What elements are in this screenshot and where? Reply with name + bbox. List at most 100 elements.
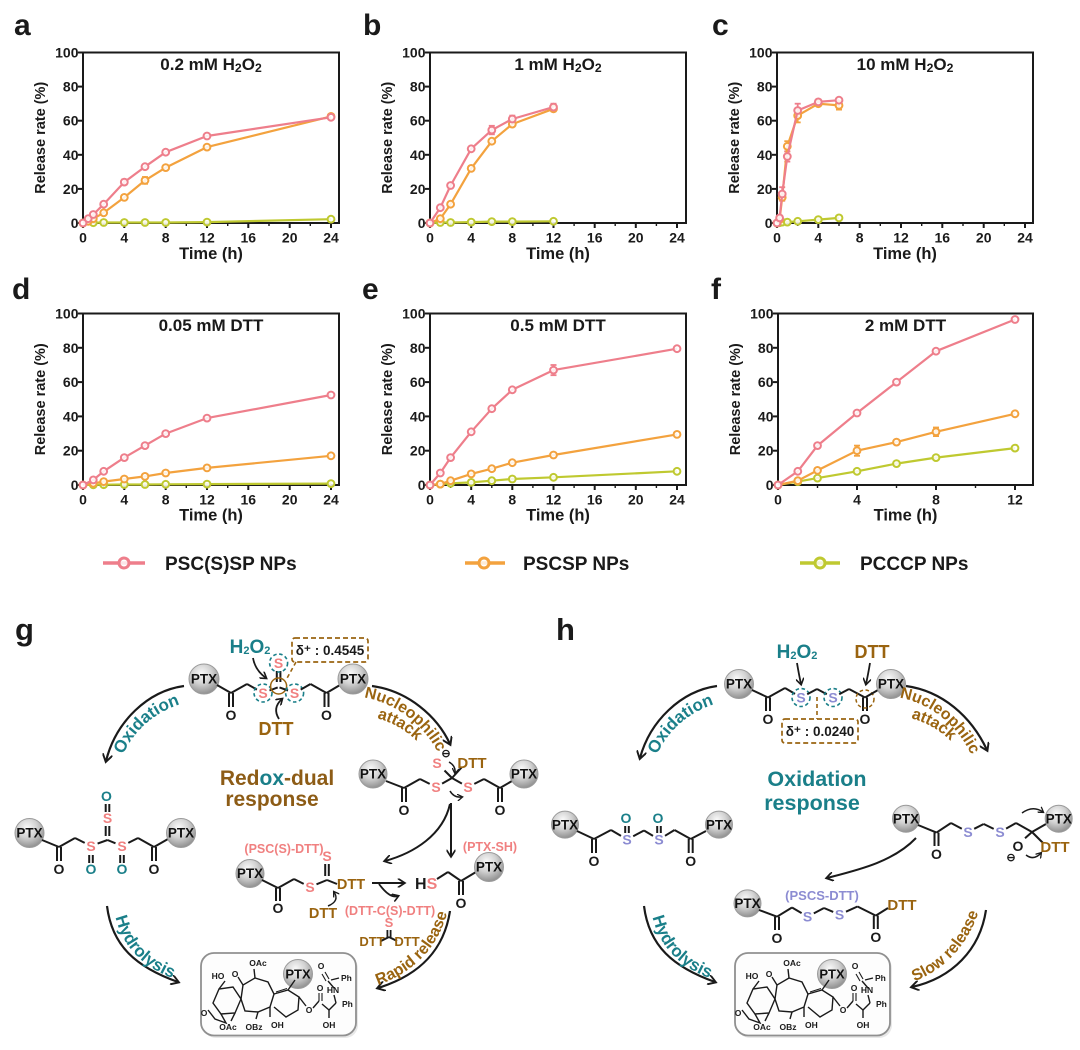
svg-text:DTT: DTT — [337, 877, 365, 893]
svg-text:S: S — [305, 879, 314, 895]
svg-text:40: 40 — [63, 147, 79, 163]
svg-text:O: O — [851, 983, 858, 993]
svg-text:OAc: OAc — [783, 958, 801, 968]
svg-text:S: S — [622, 832, 631, 848]
svg-text:O: O — [772, 930, 783, 946]
svg-text:O: O — [399, 802, 410, 818]
svg-text:OAc: OAc — [753, 1022, 771, 1032]
svg-text:PTX: PTX — [893, 811, 919, 826]
svg-text:O: O — [86, 861, 97, 877]
svg-text:24: 24 — [323, 230, 339, 246]
svg-text:PTX: PTX — [285, 967, 311, 982]
svg-text:8: 8 — [856, 230, 864, 246]
svg-text:OAc: OAc — [219, 1022, 237, 1032]
svg-text:DTT: DTT — [887, 897, 916, 914]
svg-text:16: 16 — [935, 230, 951, 246]
svg-text:O: O — [318, 961, 325, 971]
svg-text:f: f — [711, 273, 722, 306]
svg-text:12: 12 — [199, 230, 215, 246]
svg-text:S: S — [117, 838, 126, 854]
svg-text:0: 0 — [79, 492, 87, 508]
svg-text:24: 24 — [1017, 230, 1033, 246]
svg-text:20: 20 — [757, 181, 773, 197]
svg-text:0: 0 — [79, 230, 87, 246]
svg-text:12: 12 — [1007, 492, 1023, 508]
svg-text:Release rate (%): Release rate (%) — [380, 82, 396, 194]
svg-text:4: 4 — [467, 492, 475, 508]
svg-text:DTT: DTT — [1040, 839, 1069, 856]
svg-text:O: O — [149, 861, 160, 877]
svg-text:Time (h): Time (h) — [526, 507, 590, 525]
svg-text:OAc: OAc — [249, 958, 267, 968]
svg-text:(PSC(S)-DTT): (PSC(S)-DTT) — [244, 842, 323, 856]
svg-text:40: 40 — [63, 408, 79, 424]
svg-text:O: O — [621, 810, 632, 826]
svg-text:PTX: PTX — [476, 860, 502, 875]
svg-text:Ph: Ph — [342, 999, 353, 1009]
svg-text:S: S — [835, 907, 844, 923]
svg-text:12: 12 — [546, 230, 562, 246]
svg-text:O: O — [589, 853, 600, 869]
svg-text:12: 12 — [893, 230, 909, 246]
svg-text:g: g — [15, 612, 34, 647]
svg-text:O: O — [685, 853, 696, 869]
svg-text:S: S — [431, 779, 440, 795]
svg-text:O: O — [735, 1008, 742, 1018]
svg-text:PTX: PTX — [16, 826, 42, 841]
svg-text:Ph: Ph — [341, 973, 352, 983]
svg-text:S: S — [432, 755, 441, 771]
svg-text:S: S — [828, 690, 837, 706]
svg-text:PTX: PTX — [168, 826, 194, 841]
svg-text:O: O — [456, 895, 467, 911]
svg-text:0: 0 — [71, 215, 79, 231]
svg-text:0: 0 — [426, 230, 434, 246]
svg-text:4: 4 — [853, 492, 861, 508]
svg-text:PTX: PTX — [340, 672, 366, 687]
svg-text:2 mM DTT: 2 mM DTT — [865, 316, 947, 335]
svg-text:0: 0 — [426, 492, 434, 508]
svg-text:100: 100 — [750, 306, 774, 322]
svg-text:60: 60 — [410, 113, 426, 129]
svg-text:40: 40 — [410, 147, 426, 163]
svg-text:60: 60 — [410, 374, 426, 390]
svg-text:80: 80 — [410, 340, 426, 356]
svg-text:0.2 mM H2O2: 0.2 mM H2O2 — [160, 55, 262, 75]
svg-text:OH: OH — [805, 1020, 818, 1030]
svg-text:Release rate (%): Release rate (%) — [380, 343, 396, 455]
svg-text:d: d — [12, 273, 30, 306]
svg-text:Release rate (%): Release rate (%) — [728, 343, 744, 455]
svg-text:PSCSP NPs: PSCSP NPs — [523, 554, 629, 575]
svg-text:e: e — [362, 273, 379, 306]
svg-text:Release rate (%): Release rate (%) — [33, 343, 49, 455]
svg-text:PTX: PTX — [706, 817, 732, 832]
svg-text:DTT: DTT — [259, 719, 294, 739]
svg-text:O: O — [201, 1008, 208, 1018]
svg-text:20: 20 — [628, 230, 644, 246]
svg-text:Release rate (%): Release rate (%) — [727, 82, 743, 194]
svg-text:O: O — [232, 969, 239, 979]
svg-text:0: 0 — [71, 477, 79, 493]
svg-text:S: S — [463, 779, 472, 795]
svg-text:S: S — [963, 824, 972, 840]
svg-text:8: 8 — [162, 230, 170, 246]
svg-text:HS: HS — [415, 876, 438, 893]
svg-text:PTX: PTX — [734, 896, 760, 911]
svg-text:δ⁺ : 0.4545: δ⁺ : 0.4545 — [296, 643, 365, 658]
svg-text:Redox-dual: Redox-dual — [220, 767, 334, 790]
svg-text:DTT: DTT — [309, 906, 337, 922]
svg-text:DTT: DTT — [394, 934, 419, 949]
svg-text:PTX: PTX — [191, 672, 217, 687]
svg-text:Ph: Ph — [876, 999, 887, 1009]
svg-text:O: O — [766, 969, 773, 979]
svg-text:DTT: DTT — [855, 642, 890, 662]
svg-text:HN: HN — [861, 985, 873, 995]
svg-text:8: 8 — [932, 492, 940, 508]
svg-text:8: 8 — [162, 492, 170, 508]
svg-text:80: 80 — [757, 79, 773, 95]
svg-text:0: 0 — [766, 477, 774, 493]
svg-text:response: response — [764, 791, 860, 815]
svg-text:80: 80 — [410, 79, 426, 95]
svg-text:HO: HO — [212, 971, 225, 981]
svg-text:0: 0 — [765, 215, 773, 231]
svg-text:24: 24 — [669, 492, 685, 508]
